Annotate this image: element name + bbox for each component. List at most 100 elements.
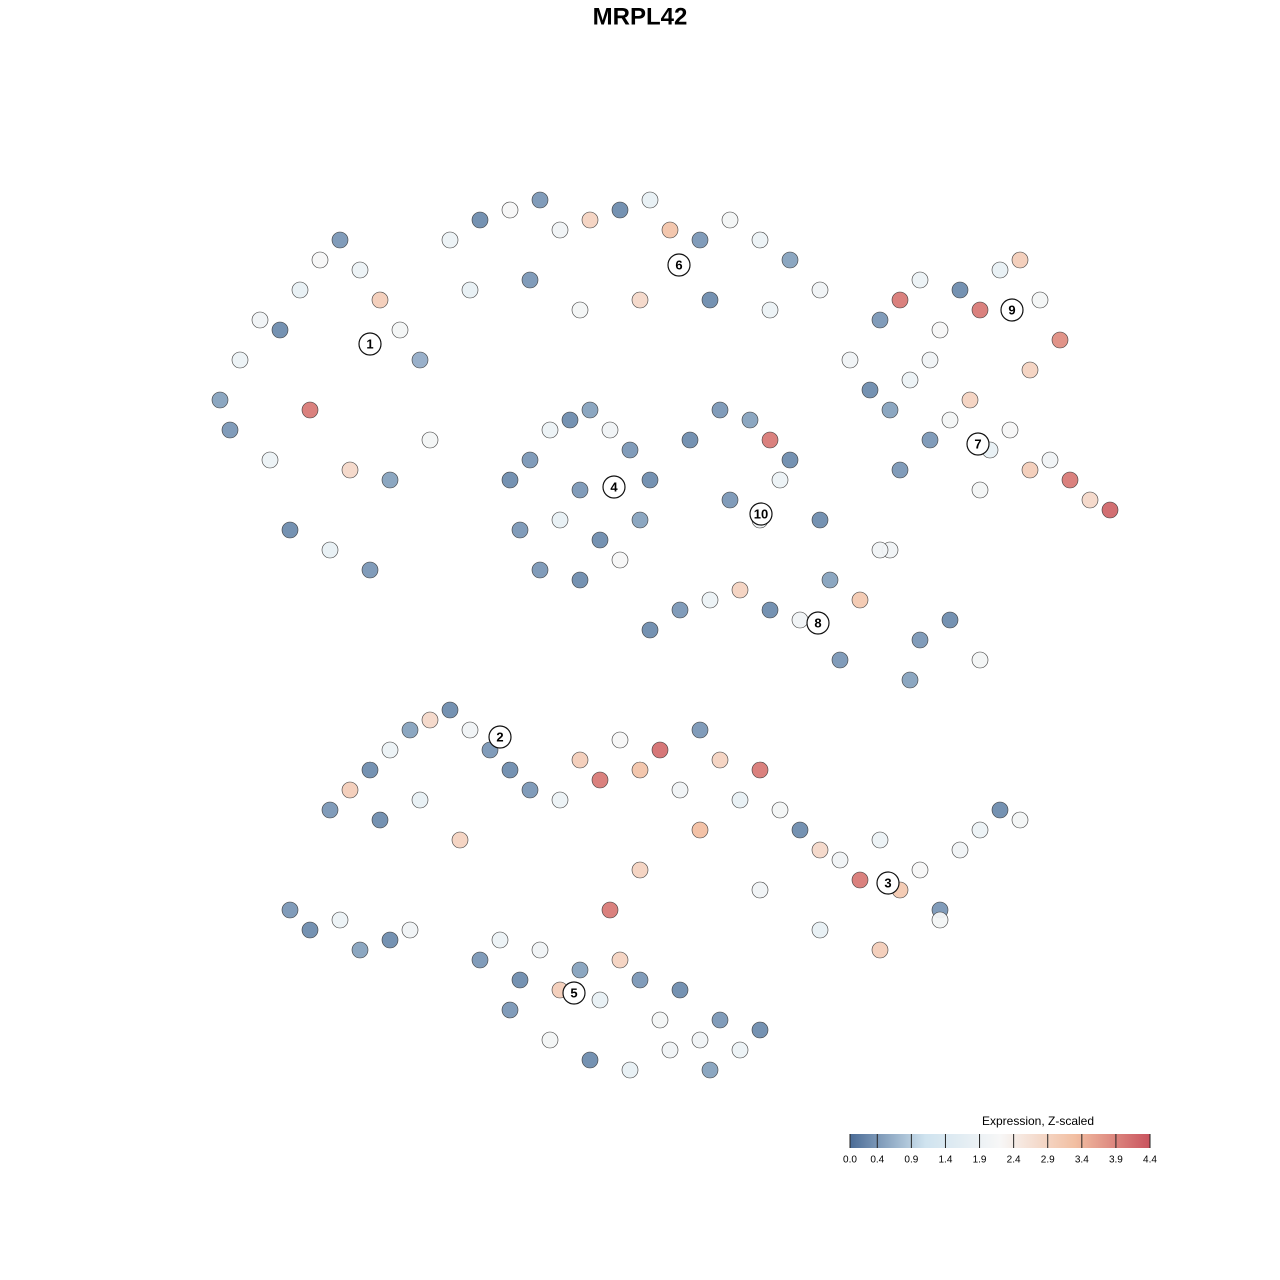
point — [731, 791, 749, 809]
point — [531, 191, 549, 209]
point — [751, 231, 769, 249]
point — [1001, 421, 1019, 439]
point — [721, 211, 739, 229]
point — [551, 791, 569, 809]
point — [651, 741, 669, 759]
colorbar-tick-label: 2.9 — [1041, 1155, 1055, 1166]
point — [631, 761, 649, 779]
point — [321, 541, 339, 559]
point — [261, 451, 279, 469]
point — [971, 481, 989, 499]
colorbar-tick-label: 2.4 — [1007, 1155, 1021, 1166]
point — [691, 821, 709, 839]
point — [461, 281, 479, 299]
point — [941, 411, 959, 429]
cluster-text: 5 — [570, 985, 577, 1000]
cluster-label: 8 — [806, 611, 830, 635]
point — [991, 801, 1009, 819]
point — [221, 421, 239, 439]
point — [401, 721, 419, 739]
point — [541, 421, 559, 439]
point — [461, 721, 479, 739]
point — [921, 351, 939, 369]
point — [911, 631, 929, 649]
point — [471, 211, 489, 229]
point — [271, 321, 289, 339]
point — [901, 671, 919, 689]
colorbar-tick-label: 1.4 — [939, 1155, 953, 1166]
point — [1081, 491, 1099, 509]
point — [761, 431, 779, 449]
point — [411, 351, 429, 369]
point — [871, 831, 889, 849]
cluster-label: 10 — [749, 502, 773, 526]
point — [1011, 811, 1029, 829]
point — [291, 281, 309, 299]
colorbar-tick-label: 4.4 — [1143, 1155, 1157, 1166]
cluster-badge — [488, 725, 512, 749]
point — [841, 351, 859, 369]
point — [391, 321, 409, 339]
point — [621, 441, 639, 459]
cluster-label: 5 — [562, 981, 586, 1005]
point — [521, 451, 539, 469]
point — [951, 281, 969, 299]
point — [511, 521, 529, 539]
point — [971, 821, 989, 839]
point — [371, 291, 389, 309]
point — [421, 711, 439, 729]
point — [931, 911, 949, 929]
point — [711, 1011, 729, 1029]
point — [501, 1001, 519, 1019]
cluster-label: 6 — [667, 253, 691, 277]
point — [831, 851, 849, 869]
point — [921, 431, 939, 449]
point — [691, 721, 709, 739]
point — [621, 1061, 639, 1079]
point — [551, 221, 569, 239]
point — [941, 611, 959, 629]
point — [591, 531, 609, 549]
point — [441, 701, 459, 719]
cluster-text: 10 — [754, 506, 768, 521]
point — [421, 431, 439, 449]
point — [701, 1061, 719, 1079]
cluster-label: 4 — [602, 475, 626, 499]
point — [911, 861, 929, 879]
colorbar-tick-label: 1.9 — [973, 1155, 987, 1166]
point — [571, 301, 589, 319]
point — [541, 1031, 559, 1049]
point — [771, 471, 789, 489]
point — [761, 301, 779, 319]
point — [411, 791, 429, 809]
colorbar — [850, 1134, 1150, 1148]
point — [1011, 251, 1029, 269]
cluster-badge — [806, 611, 830, 635]
point — [811, 281, 829, 299]
point — [861, 381, 879, 399]
point — [381, 741, 399, 759]
point — [891, 461, 909, 479]
point — [901, 371, 919, 389]
colorbar-title: Expression, Z-scaled — [982, 1114, 1094, 1128]
point — [1041, 451, 1059, 469]
point — [551, 511, 569, 529]
point — [751, 761, 769, 779]
cluster-text: 3 — [884, 875, 891, 890]
point — [751, 881, 769, 899]
point — [581, 401, 599, 419]
point — [991, 261, 1009, 279]
point — [631, 511, 649, 529]
point — [351, 261, 369, 279]
point — [731, 581, 749, 599]
point — [361, 761, 379, 779]
point — [441, 231, 459, 249]
point — [691, 231, 709, 249]
point — [251, 311, 269, 329]
point — [301, 921, 319, 939]
cluster-label: 3 — [876, 871, 900, 895]
point — [1061, 471, 1079, 489]
point — [741, 411, 759, 429]
point — [891, 291, 909, 309]
